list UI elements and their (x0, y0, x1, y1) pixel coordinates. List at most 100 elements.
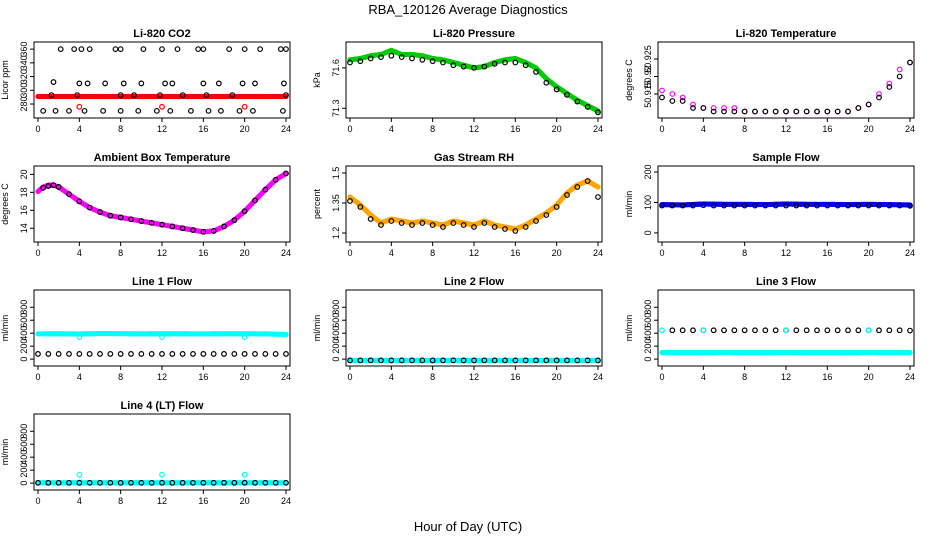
x-tick-label: 16 (198, 496, 208, 506)
data-point (793, 327, 800, 334)
data-point (710, 202, 717, 209)
plot-frame (345, 289, 603, 367)
data-point (669, 98, 676, 104)
data-point (283, 92, 289, 98)
y-tick-label: 340 (19, 55, 29, 70)
data-point (229, 92, 236, 98)
data-point (236, 107, 243, 114)
data-point (845, 202, 851, 209)
y-tick-label: 200 (643, 339, 653, 354)
data-point (239, 80, 246, 87)
data-point (502, 59, 508, 66)
series-orange (347, 178, 601, 232)
data-point (200, 228, 207, 235)
y-axis-label: ml/min (0, 439, 10, 466)
data-point (907, 59, 913, 66)
data-point (135, 107, 142, 114)
data-point (679, 94, 686, 101)
x-tick-label: 0 (347, 248, 352, 258)
data-point (262, 479, 269, 486)
data-point (117, 46, 124, 53)
data-point (117, 92, 124, 98)
data-point (824, 108, 831, 115)
data-point (450, 220, 457, 226)
data-point (231, 479, 238, 486)
x-tick-label: 12 (469, 248, 479, 258)
data-point (772, 108, 779, 115)
panel-title: Gas Stream RH (434, 152, 514, 164)
y-tick-label: 320 (19, 69, 29, 84)
data-point (564, 192, 570, 198)
data-point (357, 357, 364, 364)
data-point (159, 103, 165, 110)
data-point (378, 222, 384, 228)
x-tick-label: 20 (864, 372, 874, 382)
x-tick-label: 8 (742, 248, 747, 258)
x-tick-label: 0 (659, 248, 664, 258)
series-green (347, 47, 601, 114)
data-point (86, 46, 93, 53)
data-point (76, 471, 83, 478)
data-point (200, 80, 207, 87)
panel-4: Ambient Box Temperature 0 4 8 12 16 20 24 14 16 18… (0, 152, 291, 258)
data-point (793, 108, 800, 115)
y-tick-label: 200 (643, 165, 653, 180)
data-point (690, 202, 696, 209)
data-point (834, 202, 841, 209)
data-point (429, 357, 436, 364)
data-point (128, 351, 134, 357)
x-tick-label: 0 (659, 372, 664, 382)
data-point (690, 327, 696, 334)
data-point (357, 204, 364, 210)
data-point (138, 479, 145, 486)
data-point (886, 202, 893, 209)
data-point (107, 479, 114, 486)
data-point (595, 109, 601, 116)
data-point (159, 471, 165, 478)
data-point (710, 327, 717, 334)
data-point (153, 107, 160, 114)
y-tick-label: 800 (19, 300, 29, 315)
x-tick-label: 4 (389, 248, 394, 258)
data-point (543, 79, 550, 86)
data-point (347, 198, 353, 204)
x-tick-label: 12 (781, 124, 791, 134)
series-black (347, 357, 601, 364)
data-point (679, 202, 686, 209)
data-point (450, 62, 457, 69)
x-tick-label: 4 (389, 372, 394, 382)
data-point (86, 351, 93, 357)
data-point (159, 334, 165, 340)
data-point (200, 479, 207, 486)
series-black (669, 327, 913, 334)
data-point (731, 105, 738, 111)
data-point (553, 86, 560, 93)
plot-frame (33, 289, 291, 367)
data-point (429, 222, 436, 228)
figure-title: RBA_120126 Average Diagnostics (368, 2, 568, 17)
data-point (76, 198, 83, 205)
data-point (752, 108, 758, 115)
x-tick-label: 20 (864, 248, 874, 258)
data-point (367, 357, 374, 364)
data-point (553, 357, 560, 364)
x-tick-label: 12 (781, 248, 791, 258)
panel-title: Line 3 Flow (756, 276, 816, 288)
y-tick-label: 100 (643, 195, 653, 210)
data-point (814, 202, 820, 209)
data-point (710, 105, 717, 111)
data-point (241, 471, 248, 478)
data-point (690, 105, 696, 111)
data-point (179, 351, 186, 357)
y-axis-label: ml/min (624, 315, 634, 342)
data-point (440, 224, 446, 230)
data-point (574, 184, 581, 190)
data-point (221, 351, 227, 357)
series-black (347, 52, 601, 116)
data-point (762, 202, 769, 209)
y-axis-label: percent (312, 188, 322, 219)
series-black (50, 79, 287, 87)
data-point (731, 108, 738, 115)
data-point (148, 219, 155, 226)
data-point (690, 101, 696, 108)
